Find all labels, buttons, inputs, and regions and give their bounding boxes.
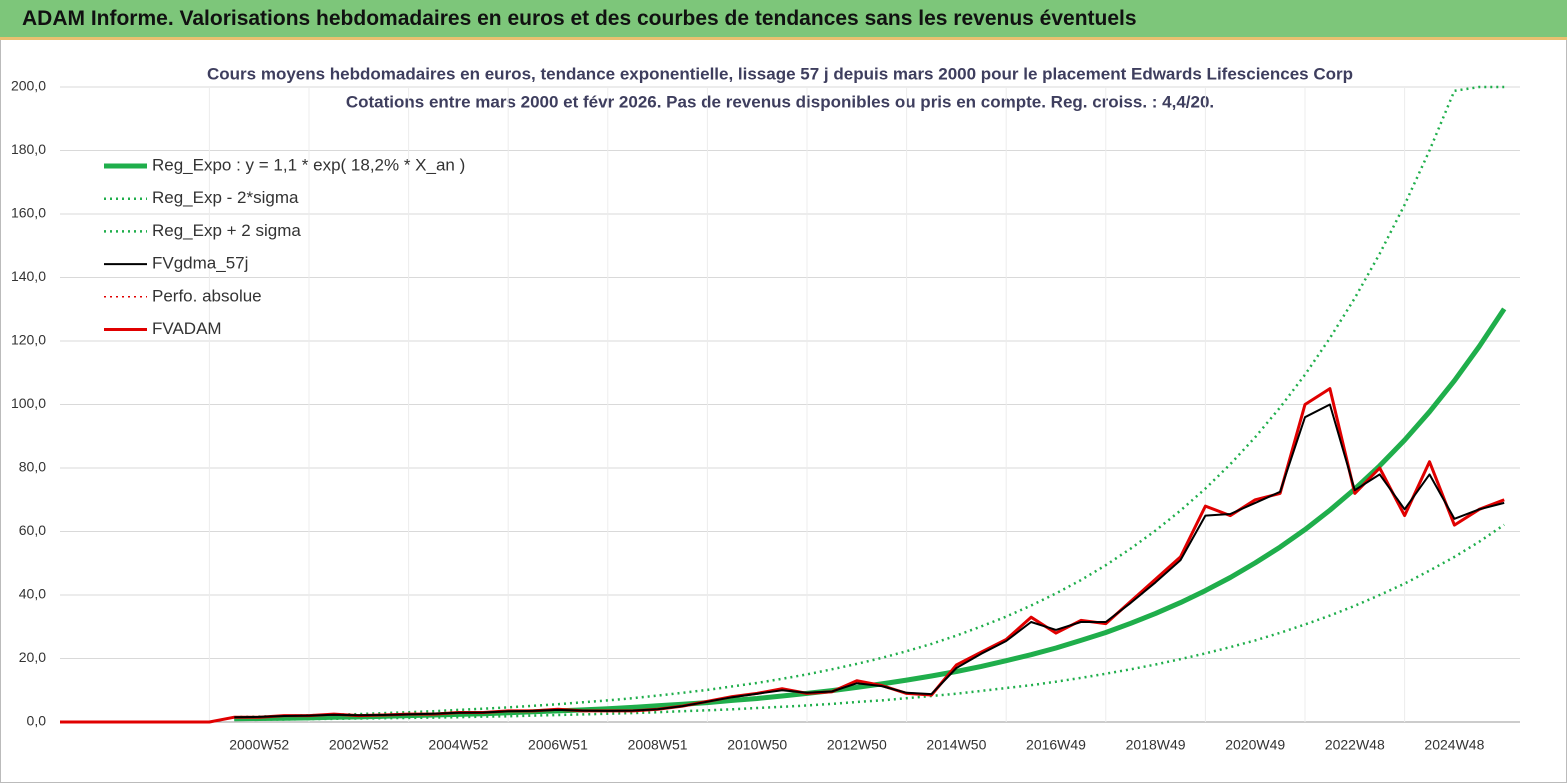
x-tick-label: 2004W52 (428, 737, 488, 753)
header: ADAM Informe. Valorisations hebdomadaire… (0, 0, 1567, 40)
y-tick-label: 20,0 (19, 649, 46, 665)
legend-label: FVADAM (152, 319, 222, 338)
x-tick-label: 2022W48 (1325, 737, 1385, 753)
x-tick-label: 2002W52 (329, 737, 389, 753)
y-tick-label: 180,0 (11, 141, 46, 157)
x-tick-label: 2014W50 (926, 737, 986, 753)
y-tick-label: 160,0 (11, 205, 46, 221)
x-tick-label: 2000W52 (229, 737, 289, 753)
y-tick-label: 80,0 (19, 459, 46, 475)
y-tick-label: 120,0 (11, 332, 46, 348)
series-line (60, 387, 1505, 724)
y-tick-label: 40,0 (19, 586, 46, 602)
series-line (234, 307, 1507, 722)
legend-label: Perfo. absolue (152, 286, 262, 305)
y-tick-label: 60,0 (19, 522, 46, 538)
series-line (60, 387, 1505, 723)
x-tick-label: 2010W50 (727, 737, 787, 753)
x-tick-label: 2006W51 (528, 737, 588, 753)
chart: Cours moyens hebdomadaires en euros, ten… (11, 64, 1520, 753)
legend-label: Reg_Expo : y = 1,1 * exp( 18,2% * X_an ) (152, 155, 465, 174)
chart-title: Cours moyens hebdomadaires en euros, ten… (207, 64, 1353, 83)
legend-label: Reg_Exp + 2 sigma (152, 221, 301, 240)
y-tick-label: 140,0 (11, 268, 46, 284)
page-title: ADAM Informe. Valorisations hebdomadaire… (22, 7, 1137, 30)
x-tick-label: 2018W49 (1126, 737, 1186, 753)
legend-label: FVgdma_57j (152, 254, 248, 273)
legend-label: Reg_Exp - 2*sigma (152, 188, 299, 207)
x-tick-label: 2008W51 (628, 737, 688, 753)
x-tick-label: 2012W50 (827, 737, 887, 753)
series-line (234, 85, 1505, 719)
x-tick-label: 2024W48 (1424, 737, 1484, 753)
x-tick-label: 2020W49 (1225, 737, 1285, 753)
x-tick-label: 2016W49 (1026, 737, 1086, 753)
y-tick-label: 100,0 (11, 395, 46, 411)
series-line (234, 523, 1505, 722)
y-tick-label: 0,0 (27, 713, 47, 729)
chart-subtitle: Cotations entre mars 2000 et févr 2026. … (346, 92, 1214, 111)
series-line (234, 403, 1505, 719)
y-tick-label: 200,0 (11, 78, 46, 94)
